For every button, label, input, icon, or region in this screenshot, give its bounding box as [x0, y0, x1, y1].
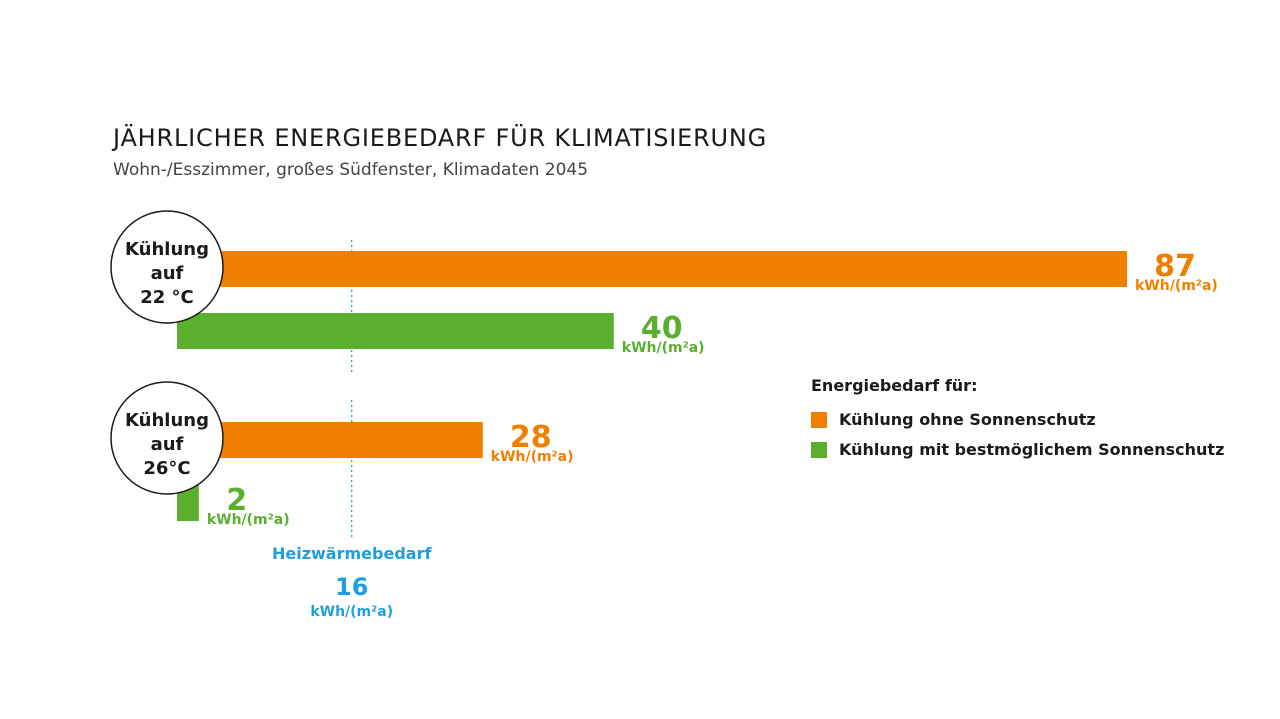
value-label-g1-1: 87	[1154, 249, 1196, 284]
legend-item-mit: Kühlung mit bestmöglichem Sonnenschutz	[811, 440, 1224, 459]
reference-value: 16	[335, 573, 368, 601]
legend-item-ohne: Kühlung ohne Sonnenschutz	[811, 410, 1224, 429]
value-label-g1-2: 40	[641, 311, 683, 346]
legend-heading: Energiebedarf für:	[811, 376, 978, 395]
legend-swatch-orange	[811, 411, 827, 428]
value-label-g2-2: 2	[226, 483, 247, 518]
bar-g1-ohne	[177, 251, 1127, 287]
bar-g1-mit	[177, 313, 614, 349]
legend-swatch-green	[811, 441, 827, 458]
chart-title: JÄHRLICHER ENERGIEBEDARF FÜR KLIMATISIER…	[113, 124, 768, 152]
bar-g2-ohne	[177, 422, 483, 458]
reference-label: Heizwärmebedarf	[272, 544, 432, 563]
unit-label-g2-2: kWh/(m²a)	[207, 512, 290, 528]
group-circle-1	[110, 210, 224, 324]
group-label-2-line-1: Kühlung	[125, 410, 209, 431]
group-label-2-line-2: auf	[151, 434, 184, 455]
legend-label-mit: Kühlung mit bestmöglichem Sonnenschutz	[839, 440, 1225, 459]
legend-label-ohne: Kühlung ohne Sonnenschutz	[839, 410, 1096, 429]
group-label-1-line-2: auf	[151, 263, 184, 284]
reference-unit: kWh/(m²a)	[310, 604, 393, 620]
group-circle-2	[110, 381, 224, 495]
unit-label-g1-2: kWh/(m²a)	[622, 340, 705, 356]
group-label-2-line-3: 26°C	[143, 458, 190, 479]
group-label-1-line-3: 22 °C	[140, 287, 194, 308]
chart-subtitle: Wohn-/Esszimmer, großes Südfenster, Klim…	[113, 160, 589, 180]
unit-label-g2-1: kWh/(m²a)	[491, 449, 574, 465]
legend: Energiebedarf für: Kühlung ohne Sonnensc…	[811, 376, 1224, 470]
bar-g2-mit	[177, 485, 199, 521]
unit-label-g1-1: kWh/(m²a)	[1135, 278, 1218, 294]
value-label-g2-1: 28	[510, 420, 552, 455]
group-label-1-line-1: Kühlung	[125, 239, 209, 260]
